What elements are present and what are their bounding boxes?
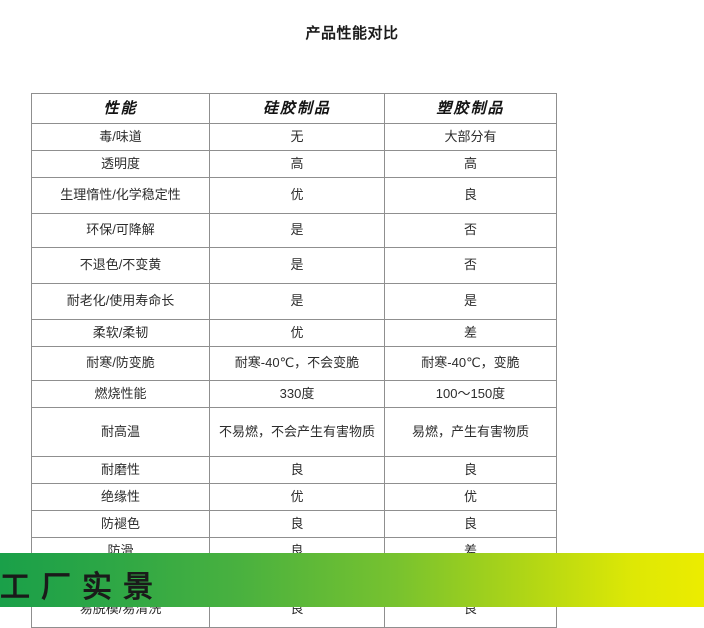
table-row: 环保/可降解 是 否 [31, 213, 557, 248]
cell-silicone: 优 [209, 177, 385, 214]
footer-banner: 工厂实景 [0, 553, 704, 607]
cell-silicone: 是 [209, 247, 385, 284]
footer-banner-text: 工厂实景 [0, 571, 164, 604]
cell-property: 不退色/不变黄 [31, 247, 210, 284]
cell-silicone: 无 [209, 123, 385, 151]
table-row: 耐高温 不易燃，不会产生有害物质 易燃，产生有害物质 [31, 407, 557, 457]
cell-property: 毒/味道 [31, 123, 210, 151]
cell-plastic: 否 [384, 213, 557, 248]
table-row: 耐磨性 良 良 [31, 456, 557, 484]
cell-silicone: 是 [209, 283, 385, 320]
cell-property: 燃烧性能 [31, 380, 210, 408]
cell-plastic: 耐寒-40℃，变脆 [384, 346, 557, 381]
table-row: 透明度 高 高 [31, 150, 557, 178]
cell-plastic: 是 [384, 283, 557, 320]
cell-property: 生理惰性/化学稳定性 [31, 177, 210, 214]
cell-plastic: 100～150度 [384, 380, 557, 408]
cell-property: 耐寒/防变脆 [31, 346, 210, 381]
cell-silicone: 良 [209, 456, 385, 484]
cell-silicone: 是 [209, 213, 385, 248]
cell-silicone: 耐寒-40℃，不会变脆 [209, 346, 385, 381]
cell-silicone: 优 [209, 319, 385, 347]
cell-property: 环保/可降解 [31, 213, 210, 248]
table-row: 毒/味道 无 大部分有 [31, 123, 557, 151]
cell-silicone: 良 [209, 510, 385, 538]
cell-silicone: 优 [209, 483, 385, 511]
cell-property: 柔软/柔韧 [31, 319, 210, 347]
cell-plastic: 否 [384, 247, 557, 284]
table-row: 耐寒/防变脆 耐寒-40℃，不会变脆 耐寒-40℃，变脆 [31, 346, 557, 381]
cell-property: 绝缘性 [31, 483, 210, 511]
cell-plastic: 高 [384, 150, 557, 178]
cell-property: 防褪色 [31, 510, 210, 538]
cell-plastic: 良 [384, 456, 557, 484]
table-header-row: 性能 硅胶制品 塑胶制品 [31, 93, 557, 124]
cell-plastic: 易燃，产生有害物质 [384, 407, 557, 457]
column-header-property: 性能 [31, 93, 210, 124]
cell-plastic: 良 [384, 177, 557, 214]
table-row: 防褪色 良 良 [31, 510, 557, 538]
table-row: 燃烧性能 330度 100～150度 [31, 380, 557, 408]
table-row: 耐老化/使用寿命长 是 是 [31, 283, 557, 320]
table-row: 不退色/不变黄 是 否 [31, 247, 557, 284]
cell-property: 耐磨性 [31, 456, 210, 484]
cell-property: 耐高温 [31, 407, 210, 457]
table-row: 绝缘性 优 优 [31, 483, 557, 511]
column-header-silicone: 硅胶制品 [209, 93, 385, 124]
cell-silicone: 高 [209, 150, 385, 178]
cell-silicone: 330度 [209, 380, 385, 408]
cell-plastic: 优 [384, 483, 557, 511]
table-row: 柔软/柔韧 优 差 [31, 319, 557, 347]
column-header-plastic: 塑胶制品 [384, 93, 557, 124]
cell-silicone: 不易燃，不会产生有害物质 [209, 407, 385, 457]
cell-property: 透明度 [31, 150, 210, 178]
cell-property: 耐老化/使用寿命长 [31, 283, 210, 320]
cell-plastic: 差 [384, 319, 557, 347]
page-title: 产品性能对比 [305, 25, 399, 42]
product-comparison-table: 性能 硅胶制品 塑胶制品 毒/味道 无 大部分有 透明度 高 高 生理惰性/化学… [31, 93, 557, 628]
table-row: 生理惰性/化学稳定性 优 良 [31, 177, 557, 214]
cell-plastic: 大部分有 [384, 123, 557, 151]
cell-plastic: 良 [384, 510, 557, 538]
